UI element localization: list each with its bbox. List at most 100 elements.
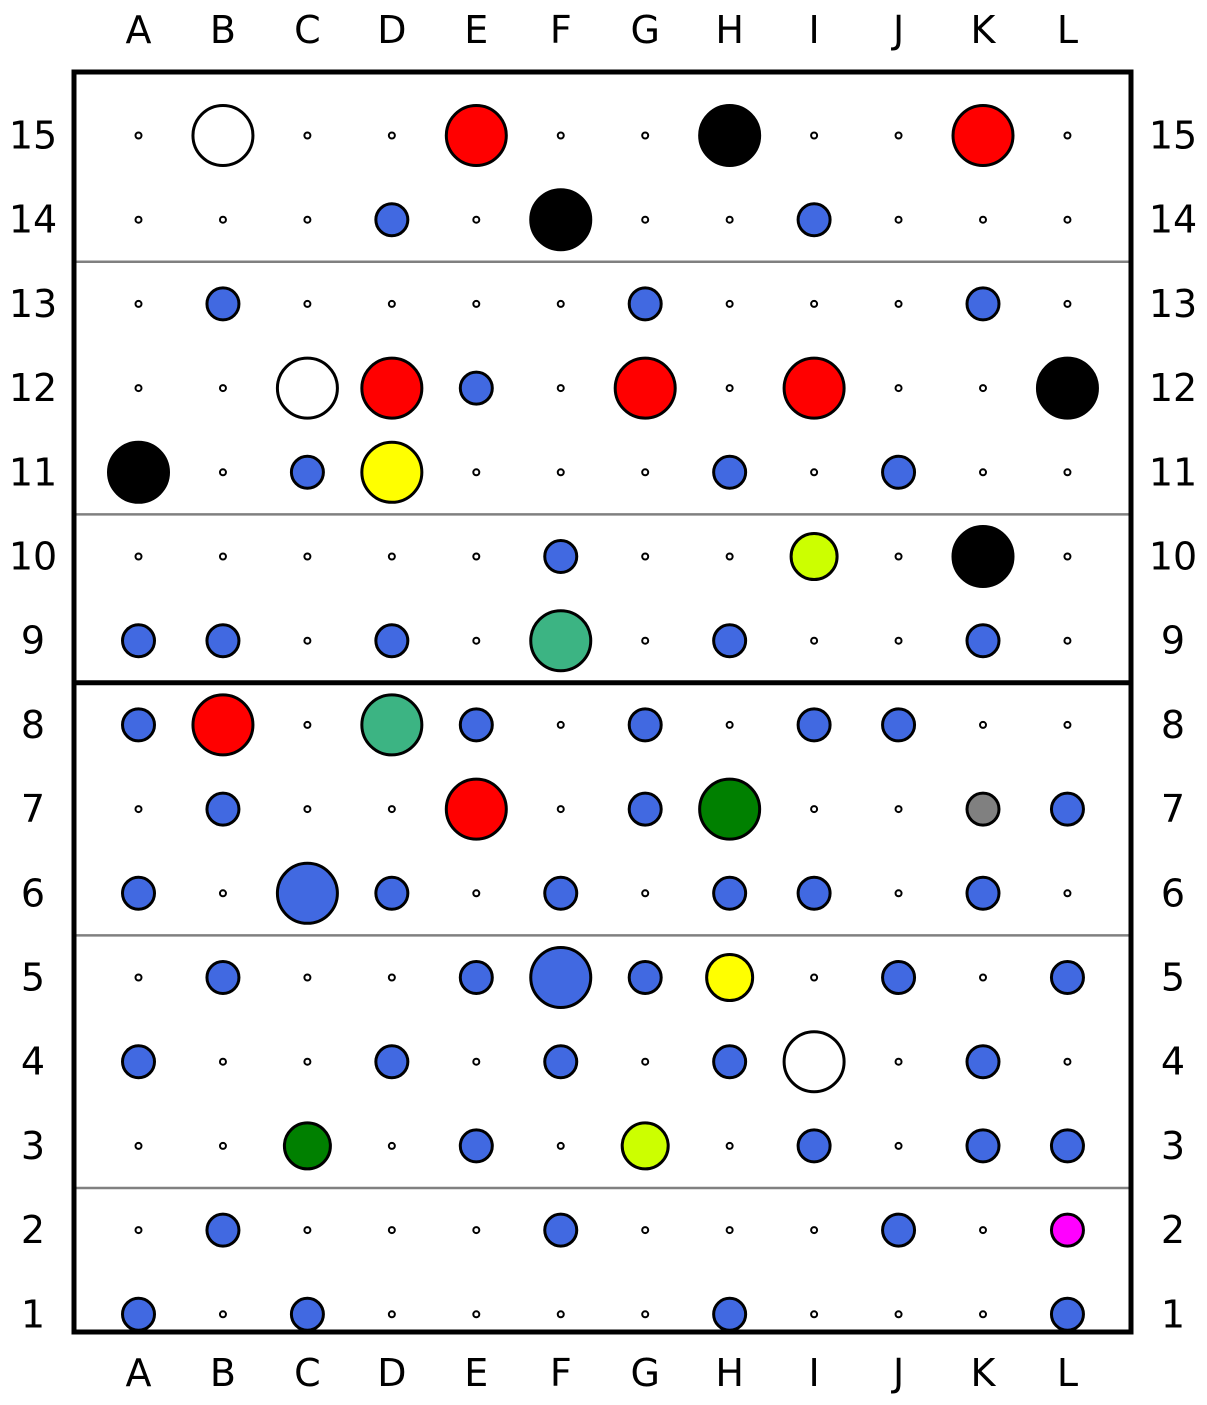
piece-blue-L7[interactable] <box>1049 791 1085 827</box>
piece-blue-E8[interactable] <box>458 707 494 743</box>
empty-point-L9[interactable] <box>1063 636 1072 645</box>
empty-point-E2[interactable] <box>472 1226 481 1235</box>
empty-point-B11[interactable] <box>218 468 227 477</box>
empty-point-D2[interactable] <box>387 1226 396 1235</box>
piece-blue-L5[interactable] <box>1049 960 1085 995</box>
empty-point-G6[interactable] <box>641 889 650 898</box>
piece-blue-F2[interactable] <box>543 1212 579 1248</box>
empty-point-D5[interactable] <box>387 973 396 982</box>
piece-blue-I8[interactable] <box>796 707 832 743</box>
empty-point-C15[interactable] <box>303 131 312 140</box>
piece-blue-B13[interactable] <box>205 286 241 322</box>
empty-point-C5[interactable] <box>303 973 312 982</box>
empty-point-I9[interactable] <box>810 636 819 645</box>
piece-blue-H9[interactable] <box>712 623 748 659</box>
piece-red-E7[interactable] <box>444 777 508 841</box>
empty-point-G4[interactable] <box>641 1057 650 1066</box>
piece-gray-K7[interactable] <box>965 791 1001 827</box>
empty-point-L13[interactable] <box>1063 299 1072 308</box>
empty-point-J4[interactable] <box>894 1057 903 1066</box>
empty-point-H13[interactable] <box>725 299 734 308</box>
empty-point-L11[interactable] <box>1063 468 1072 477</box>
empty-point-G1[interactable] <box>641 1310 650 1319</box>
empty-point-I1[interactable] <box>810 1310 819 1319</box>
empty-point-E14[interactable] <box>472 215 481 224</box>
empty-point-B14[interactable] <box>218 215 227 224</box>
empty-point-D1[interactable] <box>387 1310 396 1319</box>
empty-point-A15[interactable] <box>134 131 143 140</box>
empty-point-E6[interactable] <box>472 889 481 898</box>
piece-lime-I10[interactable] <box>789 532 839 581</box>
piece-blue-D14[interactable] <box>374 202 410 238</box>
empty-point-A13[interactable] <box>134 299 143 308</box>
empty-point-F12[interactable] <box>556 384 565 393</box>
empty-point-J1[interactable] <box>894 1310 903 1319</box>
empty-point-L4[interactable] <box>1063 1057 1072 1066</box>
empty-point-D15[interactable] <box>387 131 396 140</box>
piece-black-H15[interactable] <box>698 104 762 167</box>
empty-point-C14[interactable] <box>303 215 312 224</box>
empty-point-J14[interactable] <box>894 215 903 224</box>
piece-black-F14[interactable] <box>529 188 593 252</box>
empty-point-G15[interactable] <box>641 131 650 140</box>
empty-point-F1[interactable] <box>556 1310 565 1319</box>
empty-point-F8[interactable] <box>556 720 565 729</box>
piece-blue-K6[interactable] <box>965 875 1001 911</box>
piece-blue-F6[interactable] <box>543 875 579 911</box>
empty-point-H14[interactable] <box>725 215 734 224</box>
empty-point-A2[interactable] <box>134 1226 143 1235</box>
piece-green-C3[interactable] <box>282 1121 332 1171</box>
piece-blue-H1[interactable] <box>712 1296 748 1332</box>
empty-point-B6[interactable] <box>218 889 227 898</box>
empty-point-F11[interactable] <box>556 468 565 477</box>
empty-point-I11[interactable] <box>810 468 819 477</box>
piece-blue-C11[interactable] <box>289 454 325 490</box>
piece-blue-F5[interactable] <box>529 946 593 1009</box>
empty-point-H10[interactable] <box>725 552 734 561</box>
empty-point-E9[interactable] <box>472 636 481 645</box>
empty-point-K12[interactable] <box>979 384 987 393</box>
piece-blue-F10[interactable] <box>543 539 579 574</box>
piece-yellow-D11[interactable] <box>360 440 424 504</box>
piece-red-K15[interactable] <box>951 104 1015 167</box>
empty-point-D13[interactable] <box>387 299 396 308</box>
empty-point-L15[interactable] <box>1063 131 1072 140</box>
piece-blue-I6[interactable] <box>796 875 832 911</box>
empty-point-J15[interactable] <box>894 131 903 140</box>
piece-blue-B9[interactable] <box>205 623 241 659</box>
piece-blue-A1[interactable] <box>121 1296 156 1332</box>
empty-point-D10[interactable] <box>387 552 396 561</box>
piece-red-G12[interactable] <box>613 356 677 420</box>
empty-point-K14[interactable] <box>979 215 987 224</box>
empty-point-A10[interactable] <box>134 552 143 561</box>
empty-point-C8[interactable] <box>303 720 312 729</box>
empty-point-I13[interactable] <box>810 299 819 308</box>
piece-blue-D9[interactable] <box>374 623 410 659</box>
empty-point-I5[interactable] <box>810 973 819 982</box>
piece-black-L12[interactable] <box>1035 356 1099 420</box>
piece-blue-G5[interactable] <box>627 960 663 995</box>
empty-point-K5[interactable] <box>979 973 987 982</box>
empty-point-D7[interactable] <box>387 805 396 814</box>
empty-point-K11[interactable] <box>979 468 987 477</box>
piece-blue-L3[interactable] <box>1049 1128 1085 1164</box>
piece-red-I12[interactable] <box>782 356 846 420</box>
empty-point-J9[interactable] <box>894 636 903 645</box>
piece-teal-D8[interactable] <box>360 693 424 757</box>
empty-point-L14[interactable] <box>1063 215 1072 224</box>
empty-point-I15[interactable] <box>810 131 819 140</box>
empty-point-E11[interactable] <box>472 468 481 477</box>
piece-black-K10[interactable] <box>951 525 1015 588</box>
piece-blue-I3[interactable] <box>796 1128 832 1164</box>
empty-point-B12[interactable] <box>218 384 227 393</box>
piece-blue-G7[interactable] <box>627 791 663 827</box>
empty-point-J12[interactable] <box>894 384 903 393</box>
piece-blue-F4[interactable] <box>543 1044 579 1080</box>
piece-blue-A8[interactable] <box>121 707 156 743</box>
empty-point-G11[interactable] <box>641 468 650 477</box>
empty-point-H8[interactable] <box>725 720 734 729</box>
empty-point-I2[interactable] <box>810 1226 819 1235</box>
empty-point-C10[interactable] <box>303 552 312 561</box>
empty-point-A14[interactable] <box>134 215 143 224</box>
piece-blue-B5[interactable] <box>205 960 241 995</box>
